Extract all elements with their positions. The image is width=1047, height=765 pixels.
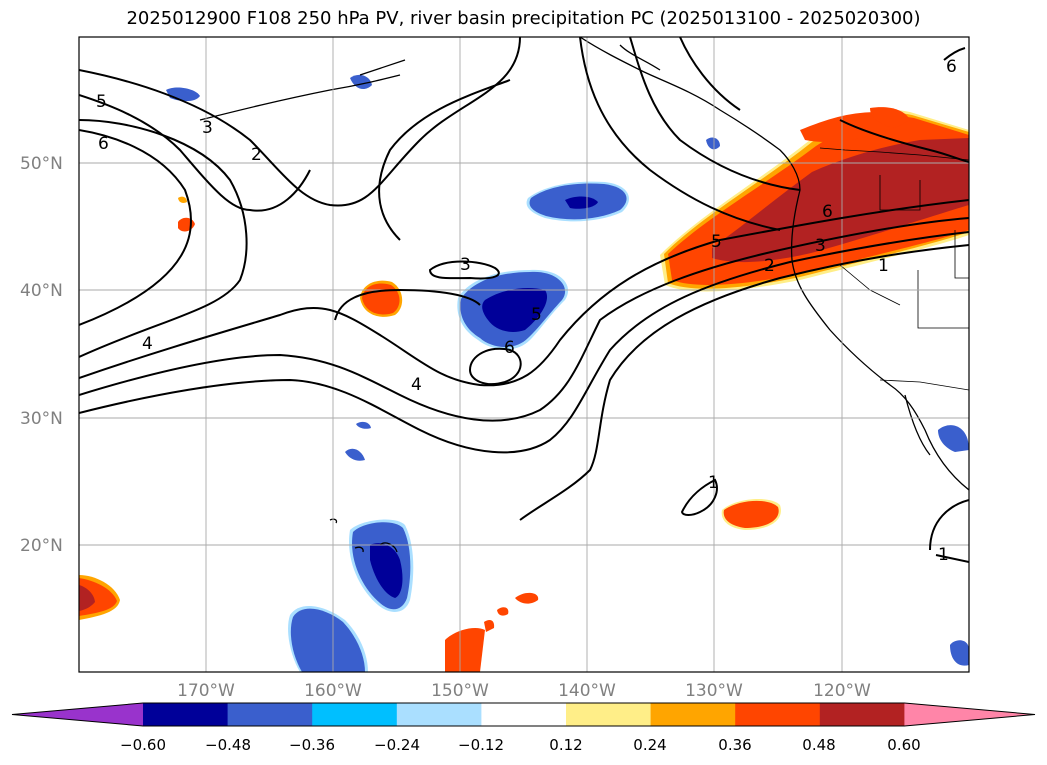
colorbar-segment xyxy=(566,703,652,726)
contour-label: 4 xyxy=(411,375,422,395)
lon-label: 140°W xyxy=(558,681,616,701)
hawaii-islands xyxy=(379,542,398,553)
contour-label: 4 xyxy=(142,334,153,354)
colorbar-extend-max xyxy=(904,703,1035,726)
colorbar-segment xyxy=(143,703,229,726)
colorbar-tick-label: 0.36 xyxy=(718,736,751,754)
map-title: 2025012900 F108 250 hPa PV, river basin … xyxy=(126,8,921,29)
pv-contour-4 xyxy=(79,119,248,358)
pv-contour-3-closed xyxy=(428,260,500,280)
positive-region-south xyxy=(723,500,779,528)
contour-label: 6 xyxy=(504,338,515,358)
aleutian-chain xyxy=(199,74,401,121)
colorbar-tick-label: −0.36 xyxy=(289,736,335,754)
colorbar-extend-min xyxy=(12,703,143,726)
colorbar xyxy=(11,702,1036,727)
lat-label: 20°N xyxy=(20,536,63,556)
pv-contour-6 xyxy=(79,129,193,326)
contour-label: 1 xyxy=(878,256,889,276)
colorbar-tick-label: 0.48 xyxy=(802,736,835,754)
contour-label: 6 xyxy=(98,134,109,154)
contour-label: 2 xyxy=(251,145,262,165)
lon-label: 160°W xyxy=(304,681,362,701)
lat-label: 50°N xyxy=(20,154,63,174)
colorbar-ticks: −0.60 −0.48 −0.36 −0.24 −0.12 0.12 0.24 … xyxy=(120,736,921,754)
map-frame xyxy=(78,36,970,673)
gridlines xyxy=(79,37,969,672)
lon-label: 150°W xyxy=(431,681,489,701)
contour-label: 3 xyxy=(460,255,471,275)
contour-labels: 5 6 3 2 3 4 4 5 6 1 1 5 6 3 2 1 6 xyxy=(96,57,957,565)
colorbar-outline xyxy=(11,702,1036,727)
colorbar-segment xyxy=(819,703,905,726)
colorbar-segment xyxy=(312,703,398,726)
border-us-mexico xyxy=(879,379,969,391)
pv-contour-2 xyxy=(79,37,521,207)
negative-region-southwest xyxy=(290,608,365,672)
latitude-labels: 50°N 40°N 30°N 20°N xyxy=(20,154,63,556)
contour-label: 3 xyxy=(815,236,826,256)
contour-label: 6 xyxy=(822,202,833,222)
lon-label: 120°W xyxy=(813,681,871,701)
contour-label: 3 xyxy=(202,118,213,138)
positive-region-central xyxy=(362,283,400,315)
lon-label: 130°W xyxy=(685,681,743,701)
lon-label: 170°W xyxy=(177,681,235,701)
lat-label: 30°N xyxy=(20,409,63,429)
pv-contour-1 xyxy=(519,244,969,521)
contour-label: 2 xyxy=(764,256,775,276)
colorbar-segment xyxy=(396,703,482,726)
colorbar-tick-label: −0.12 xyxy=(458,736,504,754)
contour-label: 6 xyxy=(946,57,957,77)
colorbar-tick-label: 0.60 xyxy=(887,736,920,754)
pv-contours xyxy=(79,37,969,563)
colorbar-segment xyxy=(650,703,736,726)
contour-label: 5 xyxy=(96,92,107,112)
pv-contour-5 xyxy=(79,199,969,387)
contour-label: 1 xyxy=(938,545,949,565)
colorbar-tick-label: −0.24 xyxy=(374,736,420,754)
colorbar-segment xyxy=(227,703,313,726)
lat-label: 40°N xyxy=(20,281,63,301)
border-us-canada xyxy=(819,147,969,161)
colorbar-tick-label: −0.48 xyxy=(205,736,251,754)
contour-label: 1 xyxy=(708,473,719,493)
contour-label: 5 xyxy=(531,305,542,325)
colorbar-tick-label: 0.12 xyxy=(549,736,582,754)
longitude-labels: 170°W 160°W 150°W 140°W 130°W 120°W xyxy=(177,681,871,701)
colorbar-segment xyxy=(735,703,821,726)
contour-label: 5 xyxy=(711,232,722,252)
colorbar-segment xyxy=(481,703,567,726)
colorbar-tick-label: 0.24 xyxy=(633,736,666,754)
colorbar-tick-label: −0.60 xyxy=(120,736,166,754)
